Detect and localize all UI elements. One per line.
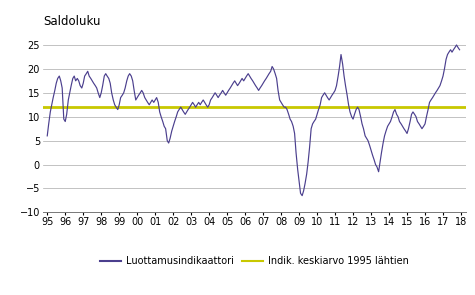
Legend: Luottamusindikaattori, Indik. keskiarvo 1995 lähtien: Luottamusindikaattori, Indik. keskiarvo … xyxy=(100,256,408,266)
Text: Saldoluku: Saldoluku xyxy=(43,15,100,28)
